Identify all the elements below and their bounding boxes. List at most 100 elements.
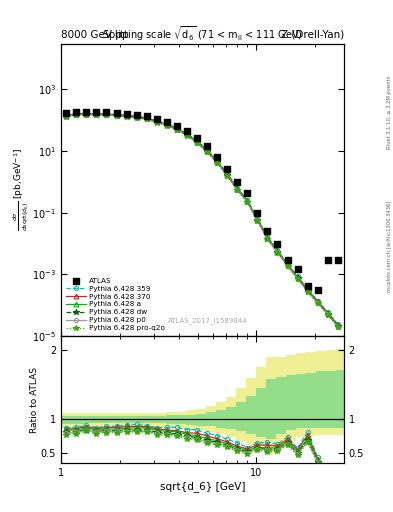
ATLAS (335, 255, 341, 264)
Pythia 6.428 dw (275, 249, 280, 255)
Pythia 6.428 p0 (174, 127, 179, 133)
Pythia 6.428 a (84, 111, 89, 117)
Text: Rivet 3.1.10, ≥ 3.2M events: Rivet 3.1.10, ≥ 3.2M events (387, 76, 392, 150)
ATLAS (305, 282, 311, 290)
Pythia 6.428 dw (174, 126, 179, 133)
Pythia 6.428 dw (305, 288, 310, 294)
Pythia 6.428 370 (164, 121, 169, 127)
Pythia 6.428 pro-q2o (114, 113, 119, 119)
Pythia 6.428 359 (205, 146, 209, 153)
Pythia 6.428 a (305, 287, 310, 293)
Pythia 6.428 370 (185, 131, 189, 137)
ATLAS (144, 113, 150, 121)
Text: Z (Drell-Yan): Z (Drell-Yan) (281, 30, 344, 40)
Pythia 6.428 p0 (215, 160, 220, 166)
Pythia 6.428 p0 (235, 187, 240, 193)
Pythia 6.428 359 (305, 286, 310, 292)
Pythia 6.428 370 (74, 111, 79, 117)
Pythia 6.428 dw (215, 159, 220, 165)
Pythia 6.428 a (215, 159, 220, 165)
Pythia 6.428 p0 (84, 112, 89, 118)
Pythia 6.428 370 (134, 114, 139, 120)
Title: Splitting scale $\sqrt{\mathregular{d_6}}$ (71 < m$\mathregular{_{ll}}$ < 111 Ge: Splitting scale $\sqrt{\mathregular{d_6}… (102, 25, 303, 44)
Pythia 6.428 a (255, 217, 260, 223)
Pythia 6.428 p0 (114, 113, 119, 119)
Pythia 6.428 pro-q2o (84, 112, 89, 118)
Pythia 6.428 dw (315, 300, 320, 306)
Pythia 6.428 359 (215, 157, 220, 163)
Pythia 6.428 p0 (245, 199, 250, 205)
Pythia 6.428 p0 (124, 114, 129, 120)
ATLAS (194, 134, 200, 142)
ATLAS (154, 115, 160, 123)
Pythia 6.428 pro-q2o (255, 218, 260, 224)
Pythia 6.428 359 (164, 121, 169, 127)
Pythia 6.428 dw (255, 217, 260, 223)
Pythia 6.428 pro-q2o (285, 263, 290, 269)
Pythia 6.428 dw (64, 113, 68, 119)
Pythia 6.428 359 (74, 111, 79, 117)
Pythia 6.428 370 (154, 118, 159, 124)
Pythia 6.428 a (114, 112, 119, 118)
Pythia 6.428 a (154, 118, 159, 124)
Pythia 6.428 370 (145, 115, 149, 121)
Text: ATLAS_2017_I1589844: ATLAS_2017_I1589844 (168, 317, 248, 325)
Pythia 6.428 a (315, 299, 320, 305)
Pythia 6.428 pro-q2o (164, 123, 169, 129)
ATLAS (285, 255, 291, 264)
Pythia 6.428 359 (225, 170, 230, 177)
Pythia 6.428 p0 (154, 119, 159, 125)
ATLAS (254, 208, 261, 217)
Pythia 6.428 pro-q2o (295, 276, 300, 282)
Pythia 6.428 dw (94, 112, 99, 118)
Line: Pythia 6.428 a: Pythia 6.428 a (63, 112, 340, 328)
Pythia 6.428 p0 (325, 311, 330, 317)
ATLAS (123, 110, 130, 118)
Pythia 6.428 359 (145, 115, 149, 121)
Pythia 6.428 pro-q2o (275, 250, 280, 256)
Pythia 6.428 359 (94, 111, 99, 117)
Pythia 6.428 a (74, 111, 79, 117)
Pythia 6.428 a (205, 148, 209, 154)
Pythia 6.428 a (145, 115, 149, 121)
Pythia 6.428 pro-q2o (94, 112, 99, 118)
Pythia 6.428 p0 (164, 122, 169, 129)
Pythia 6.428 370 (255, 216, 260, 222)
Pythia 6.428 dw (295, 275, 300, 281)
Pythia 6.428 pro-q2o (134, 115, 139, 121)
Pythia 6.428 p0 (205, 149, 209, 155)
Text: mcplots.cern.ch [arXiv:1306.3436]: mcplots.cern.ch [arXiv:1306.3436] (387, 200, 392, 291)
X-axis label: sqrt{d_6} [GeV]: sqrt{d_6} [GeV] (160, 481, 245, 492)
Pythia 6.428 pro-q2o (64, 114, 68, 120)
Pythia 6.428 359 (154, 118, 159, 124)
Line: Pythia 6.428 370: Pythia 6.428 370 (63, 111, 340, 327)
Y-axis label: $\frac{d\sigma}{d\mathrm{sqrt}(\tilde{d}_6)}$ [pb,GeV$^{-1}$]: $\frac{d\sigma}{d\mathrm{sqrt}(\tilde{d}… (11, 148, 31, 231)
Pythia 6.428 359 (315, 297, 320, 304)
Pythia 6.428 370 (336, 322, 340, 328)
Pythia 6.428 p0 (225, 173, 230, 179)
Pythia 6.428 a (295, 274, 300, 281)
Pythia 6.428 359 (285, 261, 290, 267)
Pythia 6.428 dw (114, 112, 119, 118)
Pythia 6.428 p0 (134, 115, 139, 121)
Pythia 6.428 359 (174, 125, 179, 131)
Pythia 6.428 p0 (255, 217, 260, 223)
Pythia 6.428 p0 (64, 114, 68, 120)
ATLAS (214, 153, 220, 161)
Pythia 6.428 pro-q2o (305, 289, 310, 295)
Line: Pythia 6.428 p0: Pythia 6.428 p0 (64, 113, 340, 329)
Pythia 6.428 a (265, 235, 270, 241)
ATLAS (224, 165, 230, 173)
Pythia 6.428 370 (215, 158, 220, 164)
Pythia 6.428 dw (164, 122, 169, 128)
Pythia 6.428 a (325, 310, 330, 316)
Pythia 6.428 dw (205, 148, 209, 155)
Pythia 6.428 a (195, 139, 199, 145)
Pythia 6.428 370 (205, 147, 209, 153)
Pythia 6.428 a (285, 262, 290, 268)
Pythia 6.428 a (235, 186, 240, 192)
Pythia 6.428 359 (336, 322, 340, 328)
Pythia 6.428 359 (275, 247, 280, 253)
Pythia 6.428 370 (84, 111, 89, 117)
Pythia 6.428 dw (74, 112, 79, 118)
